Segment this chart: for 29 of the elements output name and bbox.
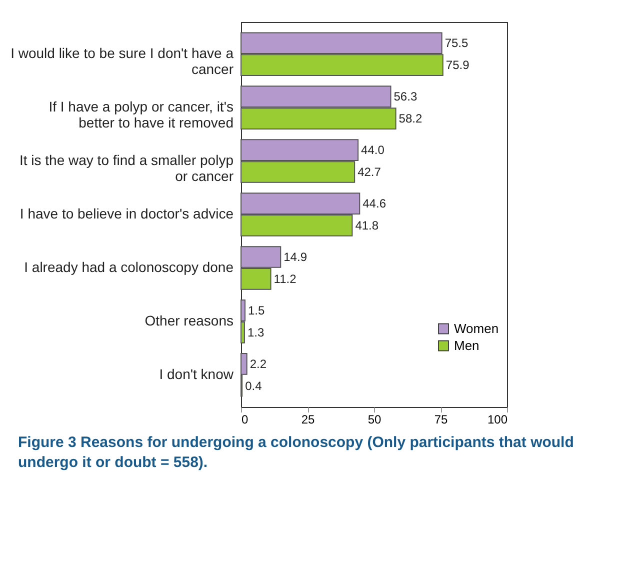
data-label: 58.2 [398,112,422,126]
x-tick-label: 25 [301,412,315,426]
data-label: 11.2 [274,272,297,286]
y-tick-label: I already had a colonoscopy done [24,258,234,275]
y-tick-label: If I have a polyp or cancer, it's better to have it removed [48,98,234,131]
caption: Figure 3 Reasons for undergoing a colonoscopy (Only participants that would undergo it or doubt = 558). [18,433,575,474]
data-label: 75.5 [444,36,469,50]
x-tick-label: 50 [368,412,382,426]
data-label: 14.9 [284,250,308,264]
data-label: 44.0 [361,143,385,158]
data-label: 1.3 [247,325,264,340]
data-label: 41.8 [355,218,379,232]
y-tick-label: Other reasons [144,312,234,328]
data-label: 2.2 [250,356,267,371]
x-tick-label: 0 [242,412,248,426]
data-label: 56.3 [394,90,418,104]
data-label: 0.4 [245,378,262,393]
legend-label: Women [454,320,499,336]
data-label: 1.5 [248,303,265,318]
x-tick-label: 75 [434,412,448,426]
data-label: 44.6 [362,196,386,211]
y-tick-label: I would like to be sure I don't have a cancer [10,45,234,78]
legend-label: Men [454,338,480,353]
data-label: 75.9 [446,58,470,72]
y-tick-label: I have to believe in doctor's advice [20,206,234,222]
y-tick-label: I don't know [159,366,234,382]
y-tick-label: It is the way to find a smaller polyp or cancer [20,152,234,184]
x-tick-label: 100 [487,412,508,426]
data-label: 42.7 [358,164,382,179]
